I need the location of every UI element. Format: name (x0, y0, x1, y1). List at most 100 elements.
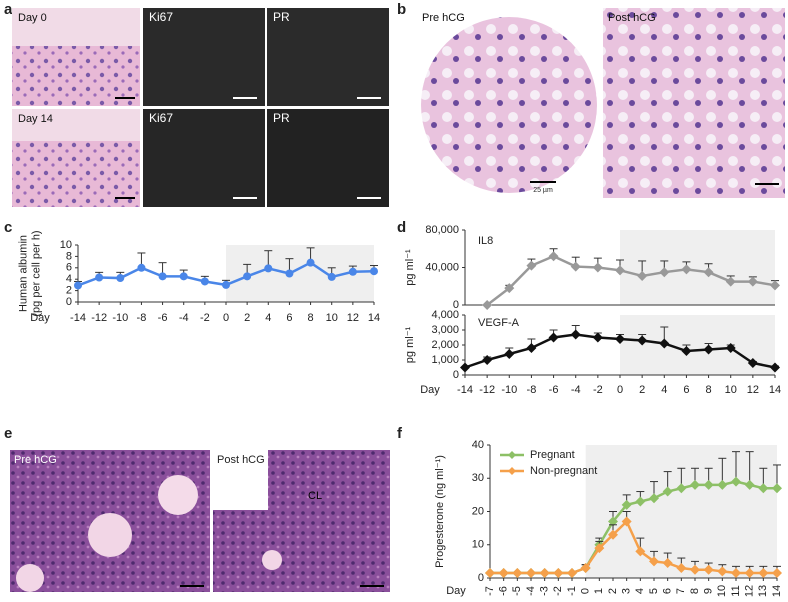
x-tick-label: 5 (648, 588, 660, 594)
marker (703, 344, 714, 355)
marker (592, 262, 603, 273)
x-tick-label: 11 (730, 585, 742, 596)
y-axis-label: (pg per cell per h) (30, 230, 42, 316)
x-tick-label: -12 (479, 384, 495, 396)
marker (772, 483, 782, 494)
x-tick-label: -14 (457, 384, 473, 396)
panel-label: f (397, 425, 403, 442)
marker (731, 476, 741, 487)
x-tick-label: 4 (661, 384, 667, 396)
marker (592, 332, 603, 343)
micrograph (143, 109, 265, 207)
marker (717, 566, 728, 577)
x-tick-label: -2 (552, 586, 564, 596)
marker (485, 568, 495, 579)
x-tick-label: -14 (70, 312, 86, 324)
y-tick-label: 6 (66, 262, 72, 274)
x-tick-label: -3 (539, 586, 551, 596)
marker (621, 516, 632, 527)
marker (482, 300, 493, 310)
x-tick-label: 12 (347, 312, 359, 324)
marker (116, 274, 125, 283)
marker (512, 568, 523, 579)
micrograph (421, 17, 597, 193)
image-label: CL (308, 490, 322, 502)
marker (548, 332, 559, 343)
marker (498, 568, 509, 579)
marker (744, 479, 755, 490)
marker (594, 543, 605, 554)
marker (482, 355, 493, 365)
x-tick-label: -7 (484, 586, 496, 596)
x-tick-label: -8 (137, 312, 147, 324)
x-tick-label: -2 (593, 384, 603, 396)
scale-label: 25 µm (533, 187, 553, 194)
y-tick-label: 4 (66, 273, 72, 285)
y-tick-label: 3,000 (431, 324, 459, 336)
chart-title: IL8 (478, 235, 493, 247)
x-tick-label: 12 (747, 384, 759, 396)
x-tick-label: 14 (368, 312, 380, 324)
x-tick-label: -4 (571, 384, 581, 396)
x-tick-label: 14 (771, 585, 783, 597)
x-tick-label: 3 (621, 588, 633, 594)
y-tick-label: 1,000 (431, 354, 459, 366)
y-tick-label: 10 (60, 239, 72, 251)
marker (608, 516, 618, 527)
marker (747, 276, 758, 287)
x-tick-label: 4 (634, 588, 646, 594)
panel-label: c (4, 219, 12, 236)
chart-title: VEGF-A (478, 317, 520, 329)
legend-label: Non-pregnant (530, 465, 597, 477)
image-label: Day 0 (18, 12, 47, 24)
x-tick-label: 2 (639, 384, 645, 396)
y-axis-label: pg ml⁻¹ (404, 249, 416, 286)
image-label: PR (273, 111, 290, 125)
x-tick-label: 6 (683, 384, 689, 396)
marker (608, 529, 618, 540)
marker (539, 568, 550, 579)
y-tick-label: 2,000 (431, 339, 459, 351)
series-line (486, 254, 776, 306)
x-axis-label: Day (30, 312, 50, 324)
marker (526, 568, 536, 579)
legend-marker (508, 467, 516, 475)
marker (659, 267, 670, 278)
shaded-region (585, 445, 777, 578)
y-tick-label: 0 (478, 572, 484, 584)
marker (731, 568, 741, 579)
x-tick-label: -5 (511, 586, 523, 596)
marker (580, 563, 591, 574)
x-tick-label: 7 (675, 588, 687, 594)
marker (703, 479, 714, 490)
marker (264, 264, 273, 273)
marker (770, 362, 780, 373)
panel-label: e (4, 425, 12, 442)
x-tick-label: 0 (580, 588, 592, 594)
x-tick-label: 2 (607, 588, 619, 594)
x-axis-label: Day (420, 384, 440, 396)
marker (615, 265, 625, 276)
y-axis-label: Human albumin (17, 235, 29, 312)
y-tick-label: 4,000 (431, 309, 459, 321)
image-label: Ki67 (149, 10, 173, 24)
shaded-region (620, 315, 775, 375)
x-tick-label: 8 (706, 384, 712, 396)
marker (725, 343, 736, 353)
x-tick-label: 8 (689, 588, 701, 594)
panel-label: a (4, 1, 13, 18)
micrograph (213, 450, 268, 510)
marker (570, 329, 581, 340)
marker (567, 568, 577, 579)
marker (725, 276, 736, 287)
marker (179, 272, 188, 281)
series-line (490, 519, 777, 575)
marker (460, 362, 470, 373)
y-tick-label: 2 (66, 285, 72, 297)
marker (553, 568, 564, 579)
marker (615, 334, 625, 344)
marker (676, 563, 687, 574)
y-tick-label: 0 (453, 299, 459, 311)
marker (690, 564, 700, 575)
y-tick-label: 30 (472, 472, 484, 484)
